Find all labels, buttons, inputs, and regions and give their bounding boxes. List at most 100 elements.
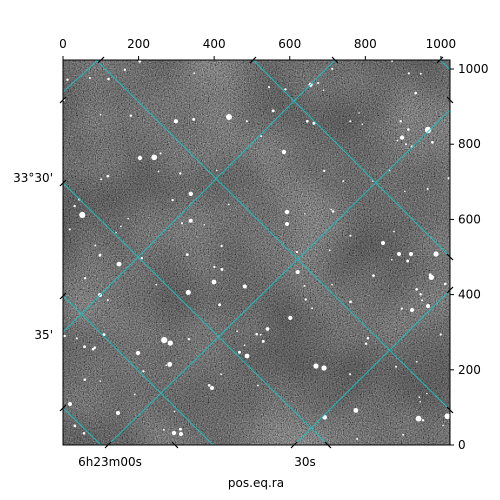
x-ticks-top: 0 200 400 600 800 1000 <box>59 37 456 60</box>
star <box>162 428 165 431</box>
star <box>265 327 270 331</box>
star <box>404 143 408 146</box>
world-tick-9 <box>446 253 454 261</box>
star <box>63 334 66 338</box>
coordinate-grid <box>63 60 450 445</box>
image-layer <box>63 60 450 445</box>
star <box>303 284 306 287</box>
star <box>100 178 103 181</box>
grid-line-8 <box>293 289 450 445</box>
star <box>193 72 196 74</box>
bright-star <box>285 222 289 226</box>
world-tick-4 <box>97 56 105 64</box>
star <box>349 120 352 123</box>
star <box>79 211 86 218</box>
world-tick-0 <box>59 96 67 104</box>
x-tick-label-3: 600 <box>278 37 301 51</box>
grid-line-5 <box>439 60 450 71</box>
star <box>106 174 110 178</box>
star <box>187 337 191 341</box>
grid-line-0 <box>63 182 329 445</box>
x-tick-label-0: 0 <box>59 37 67 51</box>
y-tick-label-0: 0 <box>458 438 466 452</box>
star <box>442 424 444 427</box>
star <box>393 230 395 233</box>
star <box>295 270 300 274</box>
world-tick-6 <box>436 56 444 64</box>
bright-star <box>284 209 290 215</box>
star <box>157 170 160 173</box>
star <box>418 396 421 399</box>
star <box>331 210 335 213</box>
star <box>120 225 122 228</box>
world-tick-8 <box>446 96 454 104</box>
grid-line-7 <box>107 109 450 445</box>
star <box>284 88 287 91</box>
star <box>220 373 222 375</box>
bright-star <box>433 251 439 257</box>
star <box>106 299 109 301</box>
bright-star <box>409 252 413 256</box>
star <box>127 217 129 220</box>
bright-star <box>211 279 217 285</box>
star <box>395 365 398 368</box>
star <box>167 361 173 367</box>
star <box>255 332 258 336</box>
star <box>421 299 424 302</box>
star <box>188 191 193 196</box>
star <box>207 384 211 387</box>
star <box>407 72 410 75</box>
star <box>419 293 422 296</box>
y-tick-label-2: 400 <box>458 288 481 302</box>
star <box>94 244 97 247</box>
star <box>311 307 314 310</box>
star <box>421 419 425 422</box>
star <box>349 373 352 376</box>
star <box>99 113 102 116</box>
star <box>259 333 262 336</box>
star <box>271 109 275 113</box>
star <box>245 120 248 123</box>
star <box>155 283 158 286</box>
star <box>83 276 87 280</box>
star <box>322 89 325 92</box>
world-tick-15 <box>290 441 298 449</box>
world-tick-12 <box>104 441 112 449</box>
bright-star <box>244 353 250 359</box>
dec-tick-label-0: 33°30' <box>13 171 53 185</box>
star <box>165 364 168 367</box>
star <box>439 333 442 336</box>
star <box>415 360 418 363</box>
x-tick-label-1: 200 <box>127 37 150 51</box>
star <box>99 380 102 382</box>
star <box>366 337 370 340</box>
star <box>330 208 333 211</box>
star <box>447 177 450 180</box>
star <box>342 180 345 183</box>
star <box>304 298 307 301</box>
star <box>396 139 399 142</box>
star <box>138 60 142 63</box>
star <box>312 121 316 125</box>
star <box>415 415 422 422</box>
star <box>323 169 326 173</box>
star <box>256 384 259 387</box>
bright-star <box>381 241 385 245</box>
bright-star <box>210 386 214 390</box>
star <box>178 427 182 431</box>
star <box>83 345 87 349</box>
star <box>213 265 216 269</box>
star <box>83 378 87 381</box>
star <box>75 337 78 340</box>
star <box>267 86 271 89</box>
grid-line-2 <box>63 407 102 445</box>
y-tick-label-5: 1000 <box>458 62 489 76</box>
star <box>167 340 173 346</box>
star <box>304 213 306 215</box>
star <box>185 289 191 295</box>
star <box>173 410 176 413</box>
bright-star <box>281 149 287 155</box>
star <box>404 190 406 193</box>
star <box>402 433 405 436</box>
